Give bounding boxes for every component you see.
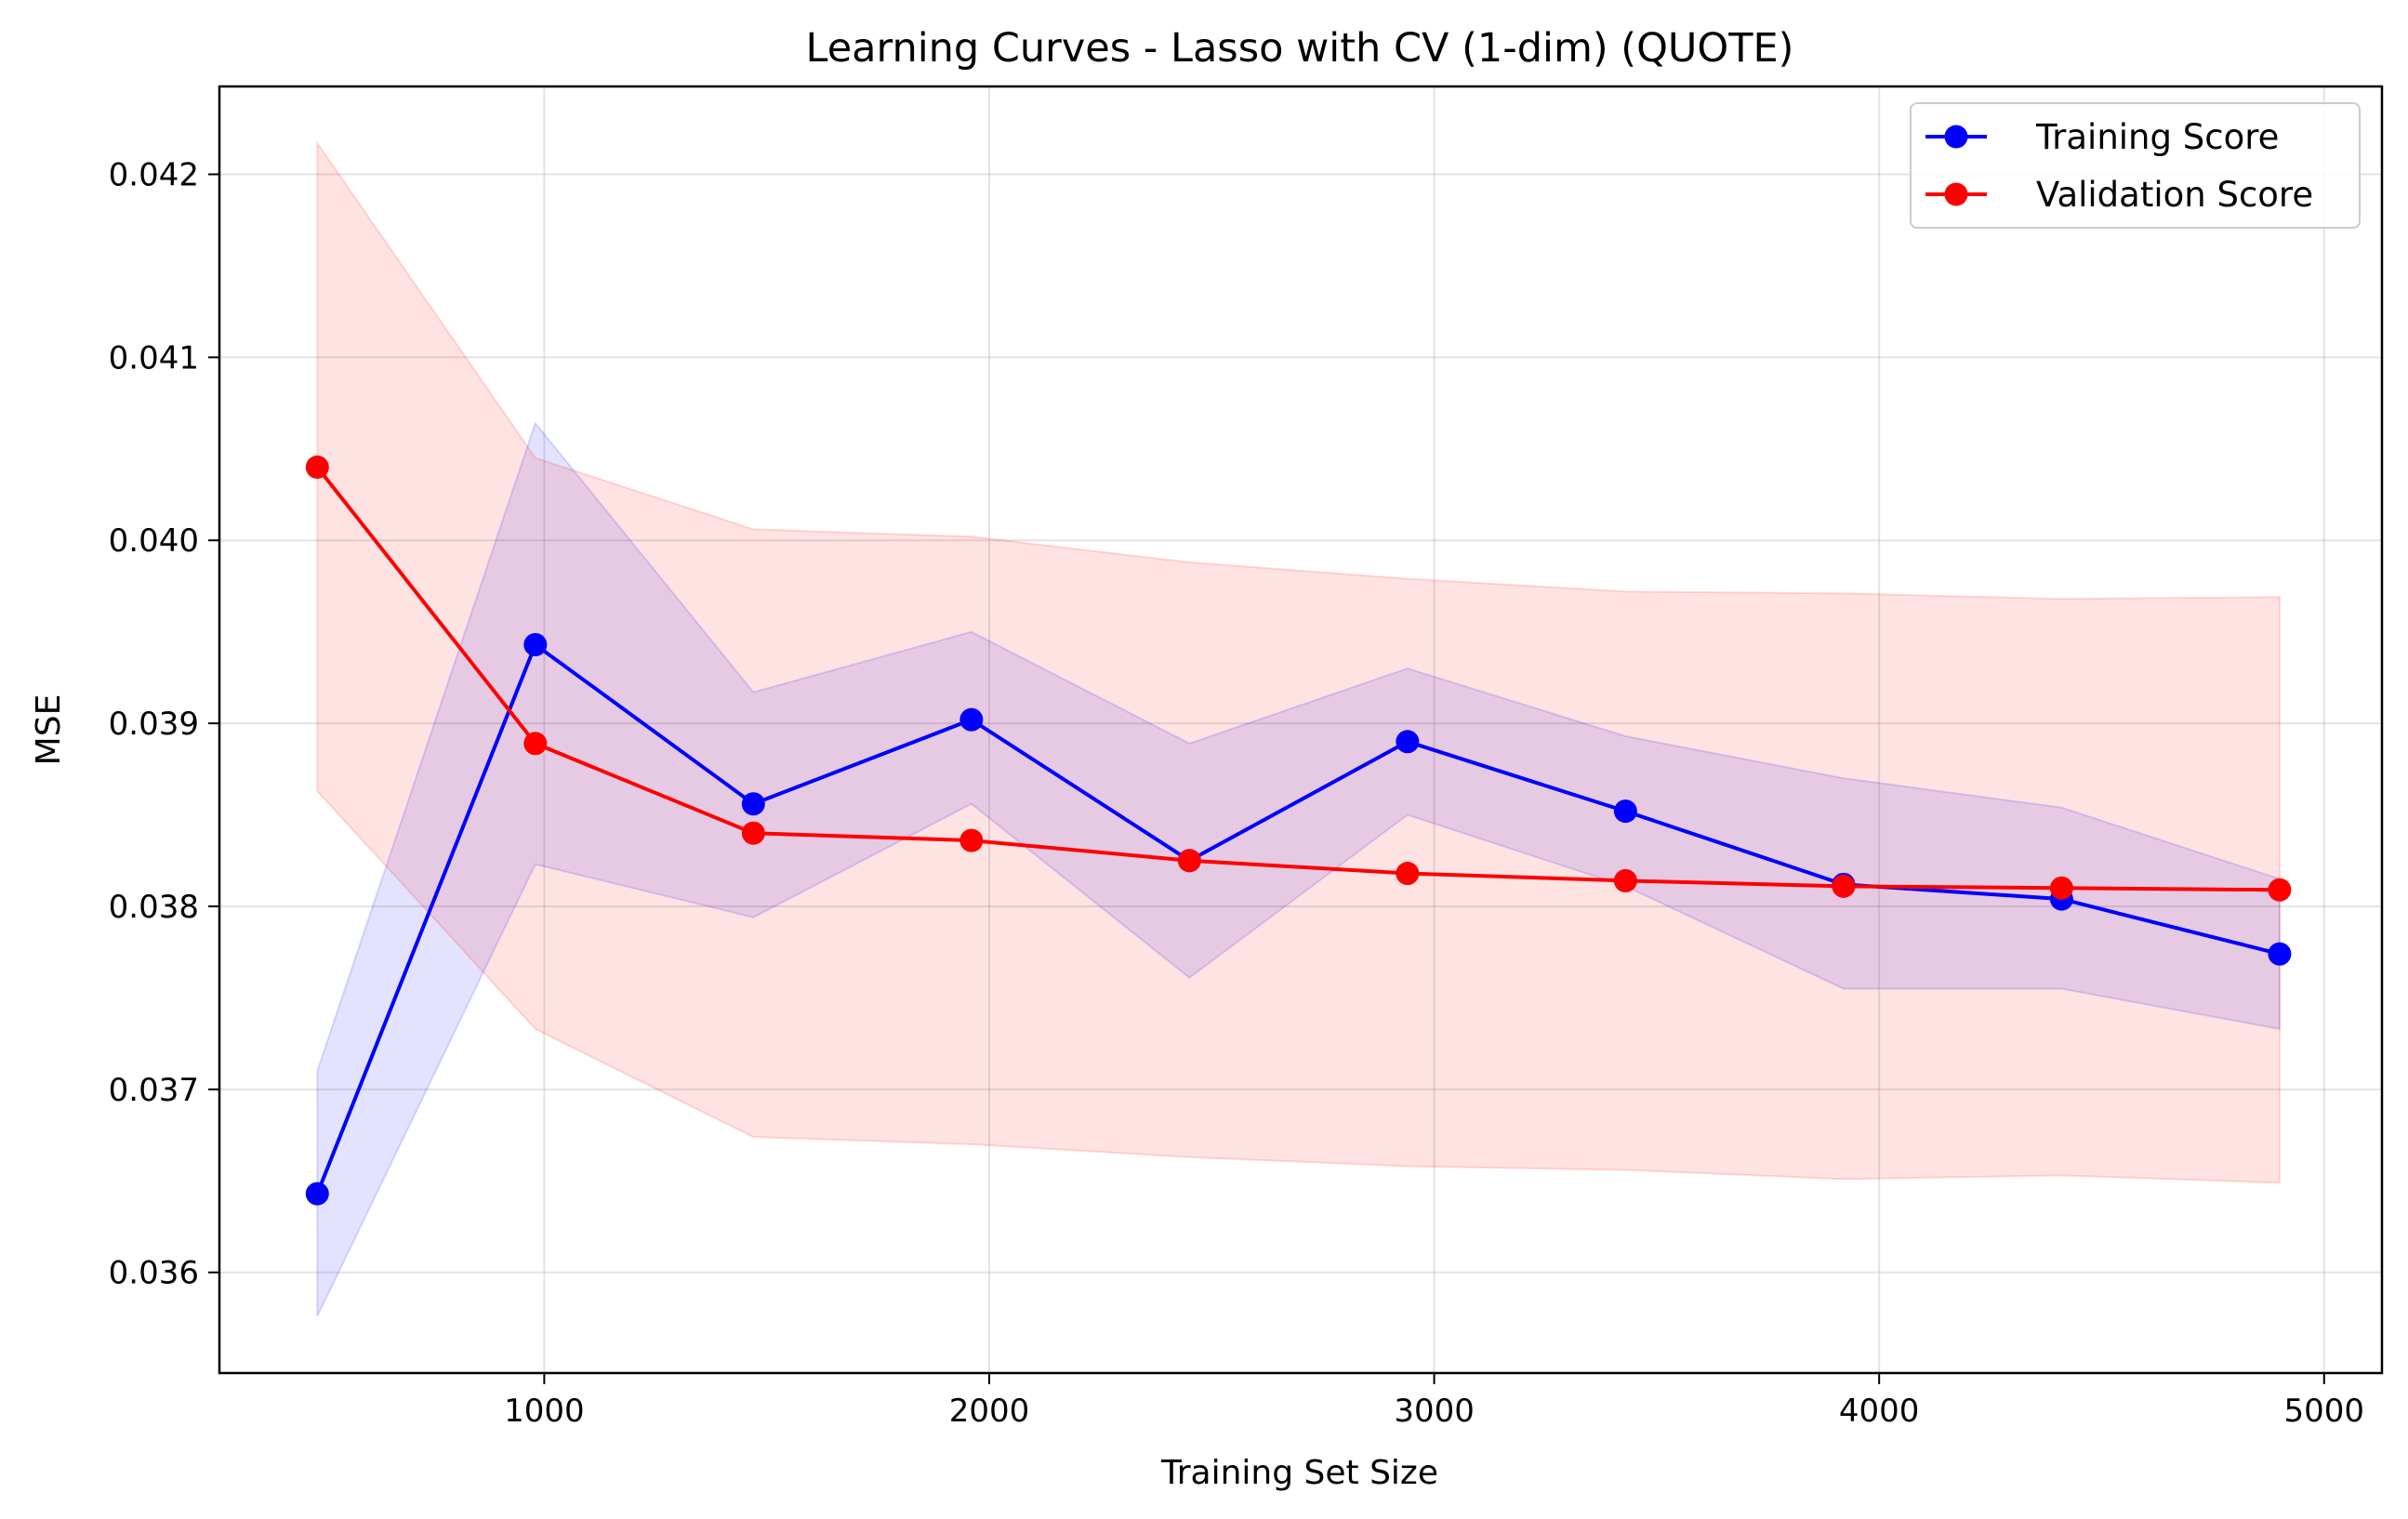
grid bbox=[219, 86, 2382, 1373]
y-tick-label: 0.042 bbox=[109, 156, 199, 193]
legend-label: Training Score bbox=[2035, 117, 2279, 157]
data-point bbox=[523, 632, 548, 656]
data-point bbox=[2268, 878, 2292, 902]
data-point bbox=[1396, 730, 1420, 754]
legend-marker bbox=[1944, 182, 1968, 206]
chart-title: Learning Curves - Lasso with CV (1-dim) … bbox=[806, 25, 1794, 72]
data-point bbox=[959, 707, 984, 732]
data-point bbox=[959, 828, 984, 852]
y-tick-label: 0.041 bbox=[109, 339, 199, 376]
series-line-0 bbox=[315, 642, 2281, 1195]
y-tick-label: 0.038 bbox=[109, 889, 199, 926]
x-axis-ticks: 1000 2000 3000 4000 5000 bbox=[504, 1373, 2364, 1430]
data-point bbox=[305, 455, 329, 479]
x-tick-label: 2000 bbox=[949, 1393, 1030, 1430]
data-point bbox=[1613, 799, 1637, 824]
legend-label: Validation Score bbox=[2036, 175, 2313, 215]
data-point bbox=[741, 821, 765, 845]
data-point bbox=[1613, 868, 1637, 892]
y-axis-label: MSE bbox=[30, 694, 68, 766]
x-tick-label: 3000 bbox=[1394, 1393, 1475, 1430]
legend-box bbox=[1910, 102, 2361, 229]
x-axis-label: Training Set Size bbox=[1160, 1454, 1438, 1492]
legend: Training Score Validation Score bbox=[1910, 102, 2361, 229]
data-point bbox=[741, 792, 765, 816]
data-point bbox=[1177, 849, 1201, 873]
y-tick-label: 0.037 bbox=[109, 1072, 199, 1109]
data-point bbox=[1832, 874, 1856, 898]
x-tick-label: 1000 bbox=[504, 1393, 585, 1430]
y-tick-label: 0.036 bbox=[109, 1255, 199, 1292]
y-tick-label: 0.040 bbox=[109, 522, 199, 560]
series-markers bbox=[305, 455, 2292, 1206]
data-point bbox=[305, 1182, 329, 1206]
y-tick-label: 0.039 bbox=[109, 706, 199, 743]
legend-marker bbox=[1944, 125, 1968, 149]
plot-frame bbox=[218, 85, 2384, 1375]
data-point bbox=[1396, 862, 1420, 886]
data-point bbox=[2049, 876, 2073, 900]
x-tick-label: 5000 bbox=[2284, 1393, 2365, 1430]
data-point bbox=[2268, 942, 2292, 966]
y-axis-ticks: 0.036 0.037 0.038 0.039 0.040 0.041 0.042 bbox=[109, 156, 219, 1292]
data-point bbox=[523, 732, 548, 756]
x-tick-label: 4000 bbox=[1839, 1393, 1920, 1430]
series-line-1 bbox=[315, 466, 2280, 892]
confidence-band-1 bbox=[316, 139, 2281, 1184]
confidence-band-0 bbox=[316, 421, 2281, 1317]
series-lines bbox=[315, 466, 2281, 1195]
confidence-bands bbox=[316, 139, 2281, 1317]
